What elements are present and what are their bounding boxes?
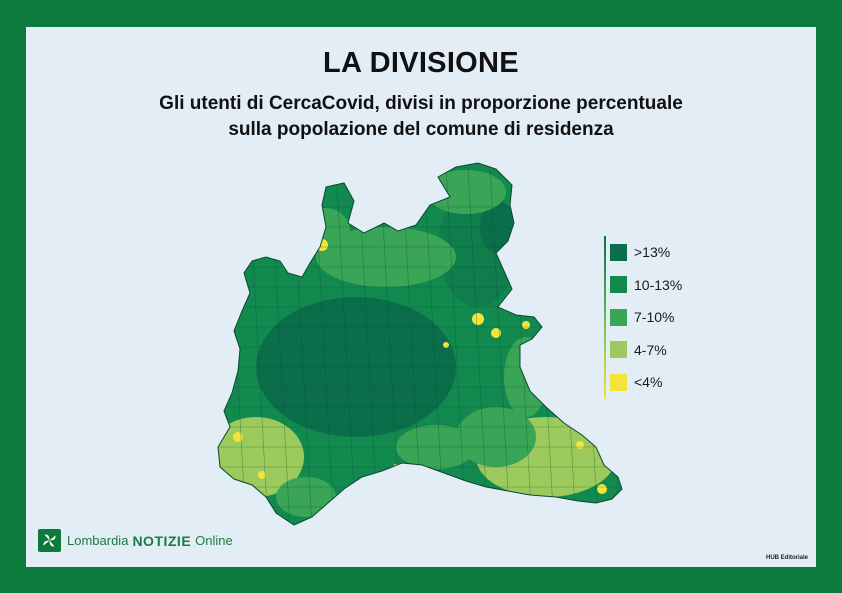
- legend-item: 10-13%: [610, 269, 682, 302]
- windmill-icon: [38, 529, 61, 552]
- legend-swatch: [610, 243, 627, 261]
- legend-item: 4-7%: [610, 334, 682, 367]
- brand-name-bold: NOTIZIE: [132, 532, 192, 549]
- legend-item: >13%: [610, 236, 682, 269]
- legend-swatch: [610, 341, 627, 359]
- page-title: LA DIVISIONE: [323, 47, 519, 79]
- legend-item: 7-10%: [610, 301, 682, 334]
- credit-text: HUB Editoriale: [765, 555, 808, 561]
- legend-label: <4%: [634, 374, 663, 391]
- brand-logo: Lombardia NOTIZIE Online: [38, 529, 233, 552]
- brand-name-suffix: Online: [195, 533, 233, 548]
- legend-label: >13%: [634, 244, 671, 261]
- infographic-panel: LA DIVISIONE Gli utenti di CercaCovid, d…: [26, 27, 816, 567]
- legend-label: 10-13%: [634, 276, 683, 293]
- map-legend: >13% 10-13% 7-10% 4-7% <4%: [604, 236, 683, 399]
- page-subtitle: Gli utenti di CercaCovid, divisi in prop…: [26, 91, 816, 143]
- legend-swatch: [610, 276, 627, 294]
- subtitle-line-1: Gli utenti di CercaCovid, divisi in prop…: [159, 93, 683, 114]
- lombardy-choropleth-map: [217, 162, 623, 526]
- legend-label: 7-10%: [634, 309, 675, 326]
- map-region: [217, 162, 623, 526]
- subtitle-line-2: sulla popolazione del comune di residenz…: [228, 119, 614, 140]
- legend-swatch: [610, 308, 627, 326]
- brand-name-prefix: Lombardia: [67, 533, 129, 548]
- legend-item: <4%: [610, 366, 682, 399]
- legend-label: 4-7%: [634, 341, 667, 358]
- legend-swatch: [610, 373, 627, 391]
